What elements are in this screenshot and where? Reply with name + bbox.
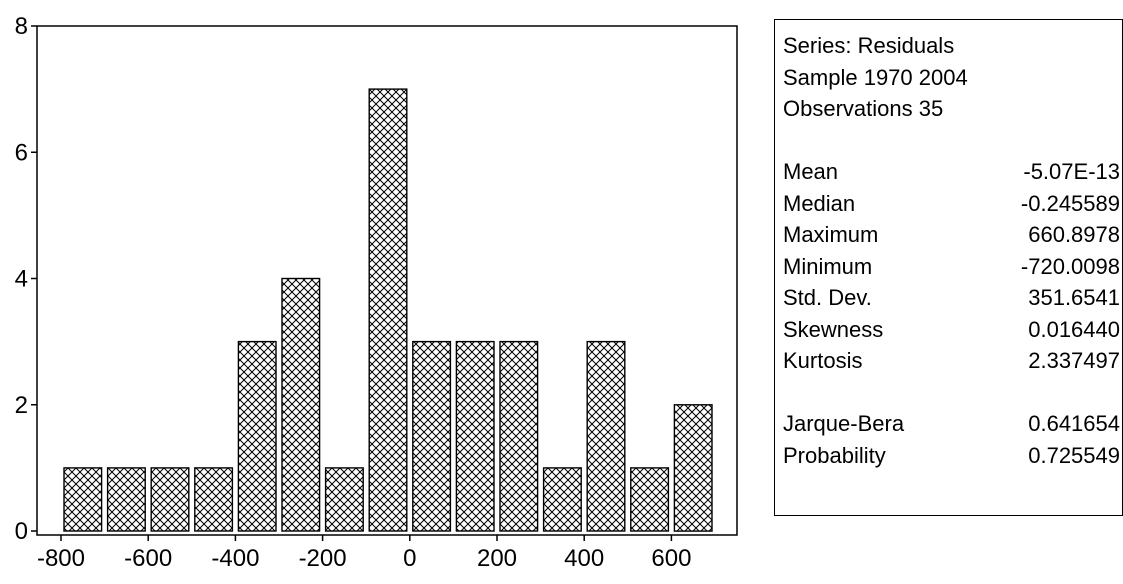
y-tick-label: 2	[15, 392, 28, 419]
histogram-bar	[237, 340, 277, 532]
stat-label: Median	[783, 190, 856, 216]
x-tick-label: 200	[477, 545, 517, 572]
observation-count: Observations 35	[783, 96, 944, 121]
x-tick-label: 0	[403, 545, 416, 572]
series-info: Series: Residuals Sample 1970 2004 Obser…	[783, 30, 1122, 125]
stat-row: Skewness 0.016440	[783, 314, 1122, 346]
spacer	[783, 377, 1122, 409]
spacer	[783, 125, 1122, 157]
histogram-bar	[499, 340, 539, 532]
x-tick-label: -600	[124, 545, 172, 572]
stat-row: Kurtosis 2.337497	[783, 345, 1122, 377]
histogram-bar	[542, 467, 582, 532]
stat-row: Maximum 660.8978	[783, 219, 1122, 251]
histogram-bar	[63, 467, 103, 532]
stat-label: Minimum	[783, 253, 873, 279]
x-axis: -800 -600 -400 -200 0 200 400 600	[37, 535, 691, 572]
stat-value: 660.8978	[1028, 222, 1120, 247]
y-axis: 0 2 4 6 8	[15, 13, 37, 545]
stat-row: Mean -5.07E-13	[783, 156, 1122, 188]
y-tick-label: 0	[15, 518, 28, 545]
histogram-bar	[324, 467, 364, 532]
stat-label: Skewness	[783, 316, 884, 342]
histogram-bar	[455, 340, 495, 532]
y-tick-label: 6	[15, 139, 28, 166]
stat-label: Mean	[783, 159, 839, 184]
moment-statistics: Mean -5.07E-13 Median -0.245589 Maximum 660.8…	[783, 156, 1122, 377]
sample-range: Sample 1970 2004	[783, 64, 968, 90]
stat-label: Probability	[783, 442, 886, 468]
stat-value: -5.07E-13	[1023, 159, 1120, 184]
stat-label: Std. Dev.	[783, 285, 872, 310]
stat-value: 0.016440	[1028, 316, 1120, 342]
histogram-bar	[150, 467, 190, 532]
x-tick-label: 600	[651, 545, 691, 572]
stat-value: -0.245589	[1020, 190, 1120, 216]
descriptive-statistics-box: Series: Residuals Sample 1970 2004 Obser…	[774, 19, 1123, 516]
stat-label: Kurtosis	[783, 348, 863, 373]
normality-test: Jarque-Bera 0.641654 Probability 0.725549	[783, 408, 1122, 471]
histogram-bar	[586, 340, 626, 532]
stat-row: Median -0.245589	[783, 188, 1122, 220]
stat-label: Jarque-Bera	[783, 411, 905, 436]
stat-row: Jarque-Bera 0.641654	[783, 408, 1122, 440]
histogram-bar	[412, 340, 452, 532]
histogram-bar	[630, 467, 670, 532]
stat-value: 0.725549	[1028, 442, 1120, 468]
stat-row: Minimum -720.0098	[783, 251, 1122, 283]
stat-value: 2.337497	[1028, 348, 1120, 373]
x-tick-label: -200	[299, 545, 347, 572]
stat-value: 0.641654	[1028, 411, 1120, 436]
series-name: Series: Residuals	[783, 33, 955, 58]
stat-row: Probability 0.725549	[783, 440, 1122, 472]
histogram-bar	[281, 277, 321, 532]
stat-label: Maximum	[783, 222, 879, 247]
y-tick-label: 4	[15, 266, 28, 293]
x-tick-label: 400	[564, 545, 604, 572]
histogram-bar	[368, 88, 408, 532]
histogram-bar	[106, 467, 146, 532]
histogram-bar	[673, 404, 713, 532]
stat-row: Std. Dev. 351.6541	[783, 282, 1122, 314]
stat-value: -720.0098	[1020, 253, 1120, 279]
histogram-bars	[63, 88, 713, 532]
x-tick-label: -800	[37, 545, 85, 572]
stat-value: 351.6541	[1028, 285, 1120, 310]
histogram-chart: 0 2 4 6 8 -800 -600 -400 -200 0 200 400 600	[15, 13, 738, 572]
histogram-bar	[194, 467, 234, 532]
x-tick-label: -400	[211, 545, 259, 572]
y-tick-label: 8	[15, 13, 28, 40]
